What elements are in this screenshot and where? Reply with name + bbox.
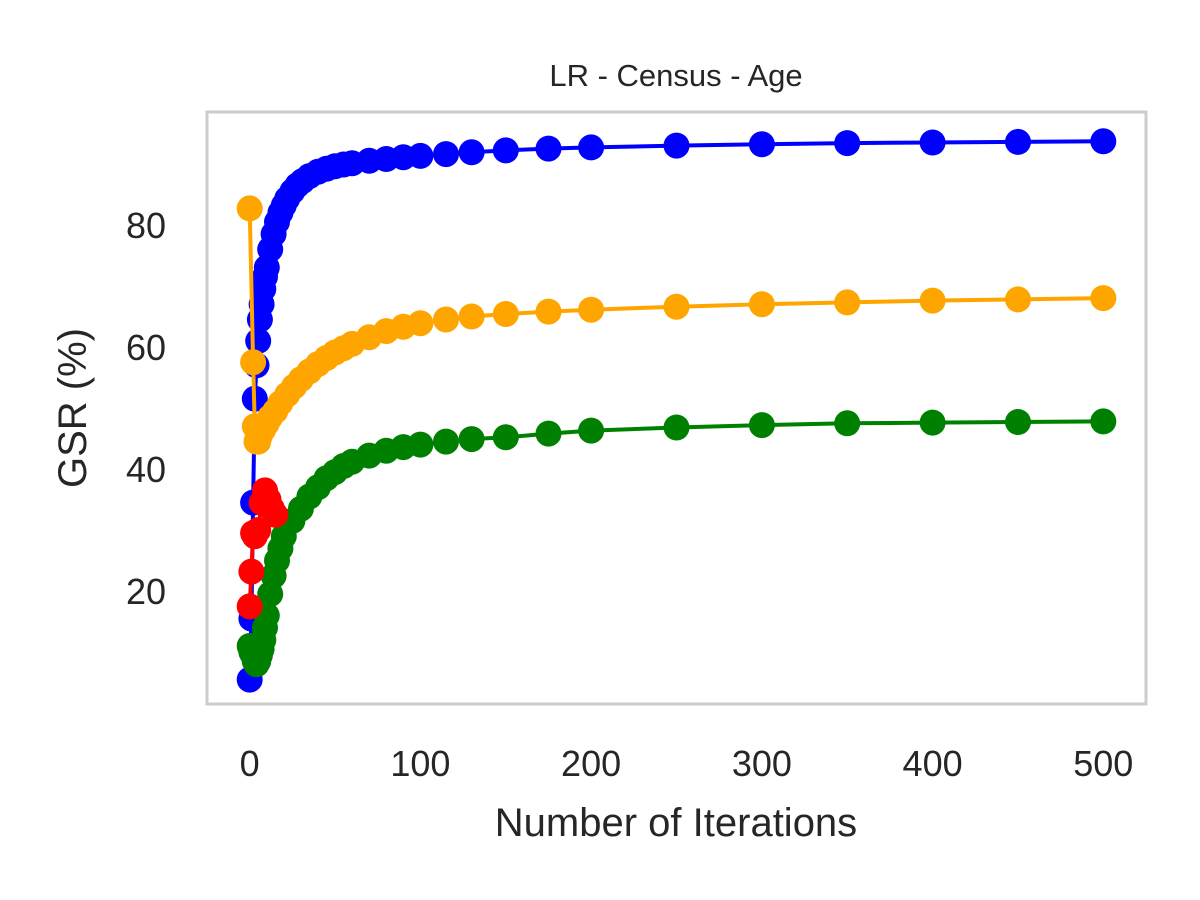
data-point bbox=[1090, 128, 1117, 155]
data-point bbox=[433, 428, 459, 455]
data-point bbox=[407, 310, 434, 337]
y-tick-label: 80 bbox=[126, 205, 166, 246]
data-point bbox=[748, 291, 775, 318]
y-tick-label: 40 bbox=[126, 449, 166, 490]
data-point bbox=[834, 289, 861, 316]
data-point bbox=[1090, 408, 1117, 435]
data-point bbox=[1090, 285, 1117, 312]
data-point bbox=[458, 426, 485, 453]
series-2 bbox=[236, 408, 1117, 678]
y-tick-labels: 20 40 60 80 bbox=[126, 205, 166, 612]
data-point bbox=[407, 142, 434, 169]
series-line-0 bbox=[247, 139, 1106, 682]
series-layer bbox=[236, 128, 1117, 693]
data-point bbox=[834, 130, 861, 157]
data-point bbox=[578, 417, 605, 444]
data-point bbox=[492, 137, 519, 164]
data-point bbox=[919, 409, 946, 436]
data-point bbox=[240, 349, 267, 376]
plot-frame bbox=[205, 110, 1148, 706]
x-tick-label: 300 bbox=[732, 743, 792, 784]
data-point bbox=[236, 195, 263, 222]
data-point bbox=[663, 132, 690, 159]
data-point bbox=[535, 135, 562, 162]
data-point bbox=[245, 517, 272, 544]
data-point bbox=[433, 141, 459, 168]
data-point bbox=[407, 431, 434, 458]
data-point bbox=[1005, 128, 1031, 155]
data-point bbox=[834, 410, 861, 437]
data-point bbox=[578, 134, 605, 161]
data-point bbox=[919, 287, 946, 314]
data-point bbox=[663, 414, 690, 441]
x-tick-label: 0 bbox=[240, 743, 260, 784]
data-point bbox=[492, 424, 519, 451]
series-3 bbox=[236, 477, 289, 620]
y-axis-label: GSR (%) bbox=[51, 328, 95, 488]
data-point bbox=[663, 293, 690, 320]
data-point bbox=[748, 131, 775, 158]
series-1 bbox=[236, 195, 1117, 455]
y-tick-label: 60 bbox=[126, 327, 166, 368]
y-tick-label: 20 bbox=[126, 571, 166, 612]
x-tick-label: 100 bbox=[390, 743, 450, 784]
series-0 bbox=[236, 128, 1117, 693]
data-point bbox=[748, 412, 775, 439]
data-point bbox=[578, 296, 605, 323]
data-point bbox=[458, 139, 485, 166]
data-point bbox=[1005, 286, 1031, 313]
data-point bbox=[919, 129, 946, 156]
data-point bbox=[262, 501, 289, 528]
data-point bbox=[1005, 409, 1031, 435]
data-point bbox=[236, 593, 263, 620]
data-point bbox=[492, 301, 519, 327]
data-point bbox=[458, 303, 485, 330]
data-point bbox=[433, 306, 459, 333]
x-axis-label: Number of Iterations bbox=[495, 801, 857, 845]
data-point bbox=[535, 298, 562, 325]
chart-title: LR - Census - Age bbox=[549, 58, 802, 93]
x-tick-label: 500 bbox=[1073, 743, 1133, 784]
data-point bbox=[535, 420, 562, 447]
x-tick-labels: 0 100 200 300 400 500 bbox=[240, 743, 1134, 784]
data-point bbox=[238, 558, 265, 585]
x-tick-label: 200 bbox=[561, 743, 621, 784]
x-tick-label: 400 bbox=[903, 743, 963, 784]
